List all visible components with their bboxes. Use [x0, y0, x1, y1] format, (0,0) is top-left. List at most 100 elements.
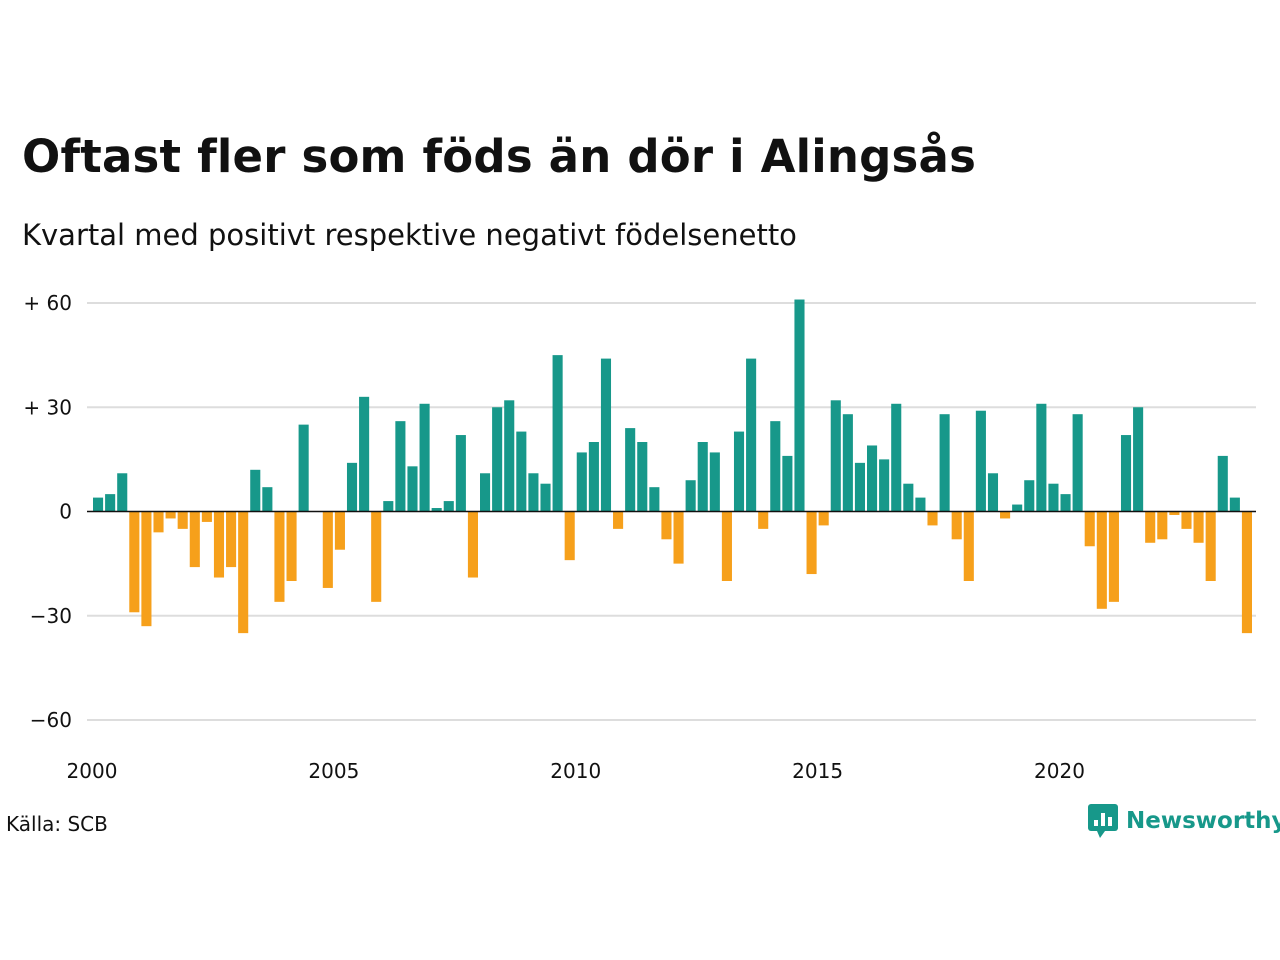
bar — [927, 511, 938, 526]
bar — [467, 511, 478, 578]
bar — [443, 501, 454, 512]
bar — [939, 414, 950, 512]
bar — [1060, 494, 1071, 512]
bar — [782, 455, 793, 512]
bar — [830, 400, 841, 512]
bar — [371, 511, 382, 602]
bar — [407, 466, 418, 512]
bar — [93, 497, 104, 512]
chart-title: Oftast fler som föds än dör i Alingsås — [22, 130, 977, 183]
bar — [359, 396, 370, 512]
bar — [758, 511, 769, 529]
bar — [975, 410, 986, 512]
x-tick-label: 2005 — [308, 759, 359, 783]
bar — [842, 414, 853, 512]
bar — [1072, 414, 1083, 512]
bar — [528, 473, 539, 512]
bar — [346, 462, 358, 512]
bar — [298, 424, 309, 512]
bar — [879, 459, 890, 512]
bar — [709, 452, 720, 512]
bar — [806, 511, 817, 575]
bar — [625, 428, 636, 512]
logo-text: Newsworthy — [1126, 808, 1280, 834]
bar — [516, 431, 527, 512]
bar — [1205, 511, 1216, 581]
newsworthy-logo: Newsworthy — [1088, 804, 1280, 838]
chart-speech-bubble-icon — [1088, 804, 1118, 838]
bar — [637, 442, 648, 512]
bar — [1145, 511, 1156, 543]
bar — [238, 511, 249, 634]
bar — [153, 511, 164, 533]
y-tick-label: −60 — [30, 708, 72, 732]
bar — [1024, 480, 1035, 512]
bar — [818, 511, 829, 526]
bar — [951, 511, 962, 540]
bar — [733, 431, 745, 512]
y-tick-label: −30 — [30, 604, 72, 628]
bar — [395, 421, 406, 512]
bar — [721, 511, 732, 581]
bar — [770, 421, 781, 512]
bar — [250, 469, 261, 512]
bar — [1012, 504, 1023, 512]
bar — [165, 511, 176, 519]
bar — [129, 511, 140, 613]
bar — [274, 511, 285, 602]
bar — [504, 400, 515, 512]
bar — [613, 511, 624, 529]
bar — [540, 483, 551, 512]
source-note: Källa: SCB — [6, 812, 108, 836]
bar — [105, 494, 116, 512]
y-axis-ticks: + 60 + 30 0 −30 −60 — [23, 291, 72, 732]
bar — [661, 511, 672, 540]
x-axis-ticks: 2000 2005 2010 2015 2020 — [67, 759, 1085, 783]
bar — [431, 508, 442, 512]
bar — [854, 462, 865, 512]
bar — [987, 473, 999, 512]
bar — [1048, 483, 1059, 512]
bar — [552, 355, 563, 512]
bar — [1229, 497, 1240, 512]
bars — [93, 299, 1252, 634]
bar — [117, 473, 128, 512]
bar — [201, 511, 212, 522]
bar — [1193, 511, 1204, 543]
x-tick-label: 2000 — [67, 759, 118, 783]
bar — [697, 442, 708, 512]
bar — [1217, 455, 1228, 512]
chart-subtitle: Kvartal med positivt respektive negativt… — [22, 218, 797, 252]
bar — [262, 487, 273, 512]
x-tick-label: 2015 — [792, 759, 843, 783]
gridlines — [87, 302, 1256, 721]
bar — [915, 497, 926, 512]
bar — [600, 358, 612, 512]
bar — [588, 442, 599, 512]
y-tick-label: 0 — [59, 500, 72, 524]
y-tick-label: + 60 — [23, 291, 72, 315]
bar — [322, 511, 333, 588]
bar — [177, 511, 188, 529]
bar — [213, 511, 225, 578]
bar — [1157, 511, 1168, 540]
bar — [891, 403, 902, 512]
y-tick-label: + 30 — [23, 395, 72, 419]
bar — [1169, 511, 1180, 515]
bar — [1036, 403, 1047, 512]
bar — [419, 403, 430, 512]
bar — [492, 407, 503, 512]
bar — [334, 511, 345, 550]
bar — [1241, 511, 1252, 634]
bar — [867, 445, 878, 512]
bar — [286, 511, 297, 581]
bar — [576, 452, 587, 512]
x-tick-label: 2020 — [1034, 759, 1085, 783]
bar — [1000, 511, 1011, 519]
bar — [141, 511, 152, 627]
bar — [1181, 511, 1192, 529]
bar — [383, 501, 394, 512]
bar — [1108, 511, 1119, 602]
bar — [480, 473, 491, 512]
